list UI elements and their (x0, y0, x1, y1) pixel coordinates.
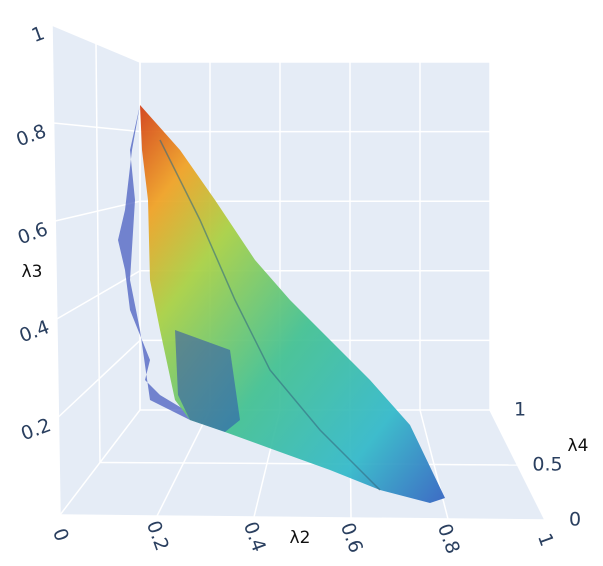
y-tick-label: 0.2 (18, 414, 54, 445)
x-tick-label: 0.4 (239, 519, 270, 555)
x-tick-label: 0.2 (142, 518, 173, 554)
x-tick-label: 1 (533, 530, 558, 549)
z-axis-title: λ4 (568, 436, 589, 456)
volume-shadow (175, 330, 240, 432)
y-tick-label: 0.6 (15, 218, 51, 249)
grid-line (99, 461, 518, 466)
volume-ridge (159, 139, 381, 491)
grid-line (95, 43, 101, 463)
x-axis-title: λ2 (290, 528, 311, 548)
x-tick-label: 0.6 (336, 520, 367, 556)
y-tick-label: 0.8 (13, 120, 49, 151)
y-tick-label: 0.4 (16, 316, 52, 347)
x-tick-label: 0 (48, 525, 73, 544)
left-pane (52, 25, 140, 515)
y-axis-title: λ3 (22, 262, 43, 282)
volume-surface (118, 105, 445, 503)
z-tick-label: 0 (569, 509, 581, 531)
z-tick-label: 1 (514, 399, 526, 421)
grid-line (59, 514, 546, 521)
z-tick-label: 0.5 (532, 454, 562, 476)
y-tick-label: 1 (29, 22, 48, 47)
x-tick-label: 0.8 (433, 521, 464, 557)
grid-line (51, 24, 61, 516)
